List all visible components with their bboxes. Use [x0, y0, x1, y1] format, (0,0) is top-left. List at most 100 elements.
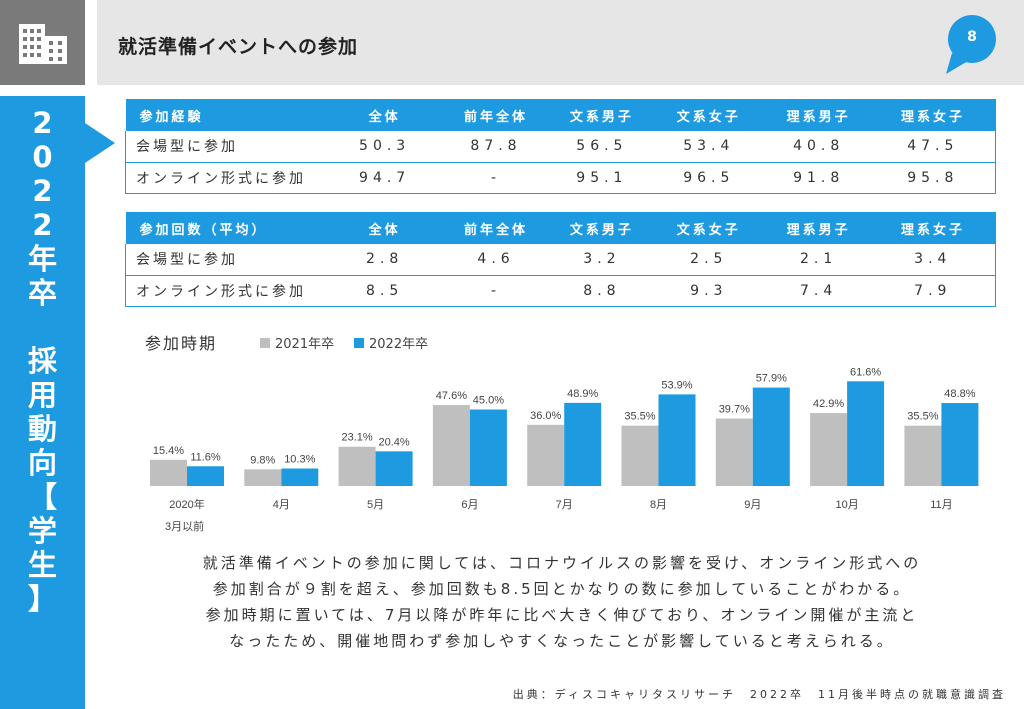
- data-label: 39.7%: [719, 404, 750, 416]
- tick-label: 8月: [650, 499, 667, 511]
- summary-line: なったため、開催地問わず参加しやすくなったことが影響していると考えられる。: [229, 632, 895, 650]
- data-label: 61.6%: [850, 366, 881, 378]
- table-header-cell: 文系男子: [552, 212, 652, 244]
- bar-2021: [715, 418, 753, 486]
- summary-line: 参加時期に置いては、7月以降が昨年に比べ大きく伸びており、オンライン開催が主流と: [205, 606, 919, 624]
- data-label: 47.6%: [436, 390, 467, 402]
- table-cell: 3.2: [552, 244, 651, 276]
- table-header-cell: 参加経験: [125, 99, 331, 131]
- bar-2021: [904, 425, 942, 486]
- participation-count-table: 参加回数（平均） 全体 前年全体 文系男子 文系女子 理系男子 理系女子 会場型…: [125, 212, 996, 307]
- table-cell: 会場型に参加: [125, 244, 331, 276]
- tick-label: 11月: [930, 499, 952, 511]
- data-label: 15.4%: [153, 445, 184, 457]
- table-header-cell: 全体: [330, 99, 440, 131]
- table-header-cell: 理系女子: [870, 99, 996, 131]
- data-label: 57.9%: [756, 373, 787, 385]
- data-label: 20.4%: [378, 436, 409, 448]
- table-cell: 95.8: [870, 162, 996, 194]
- bar-2022: [658, 394, 696, 486]
- sidebar-vertical-title: 2 0 2 2 年 卒 採 用 動 向 【 学 生 】: [27, 106, 57, 616]
- tick-label: 6月: [461, 499, 478, 511]
- table-cell: 95.1: [552, 162, 651, 194]
- legend-swatch: [354, 337, 364, 348]
- table-header-cell: 理系男子: [766, 212, 872, 244]
- bar-2021: [810, 413, 848, 486]
- data-label: 35.5%: [624, 411, 655, 423]
- tick-label: 4月: [273, 499, 290, 511]
- sidebar-pointer-arrow: [85, 123, 115, 163]
- participation-timing-chart: 15.4% 11.6% 2020年 3月以前 9.8% 10.3% 4月 23.1% 20.4%…: [150, 366, 979, 533]
- table-header-cell: 理系女子: [870, 212, 996, 244]
- bar-2022: [941, 403, 979, 486]
- tick-label: 5月: [367, 499, 384, 511]
- table-cell: 4.6: [439, 244, 553, 276]
- legend-label: 2021年卒: [275, 337, 335, 352]
- table-header-cell: 前年全体: [439, 212, 554, 244]
- table-row: オンライン形式に参加 8.5 - 8.8 9.3 7.4 7.9: [125, 275, 996, 307]
- chart-title: 参加時期: [145, 334, 218, 353]
- table-cell: 2.5: [650, 244, 767, 276]
- table-cell: 40.8: [766, 131, 871, 163]
- table-cell: 56.5: [552, 131, 651, 163]
- table-cell: 8.8: [552, 275, 651, 307]
- source-note: 出典：ディスコキャリタスリサーチ 2022卒 11月後半時点の就職意識調査: [512, 688, 1006, 701]
- header-bar: 就活準備イベントへの参加: [97, 0, 1024, 85]
- bar-2022: [281, 468, 319, 486]
- table-cell: 7.4: [766, 275, 871, 307]
- legend-item: 2022年卒: [354, 333, 428, 352]
- bar-2021: [432, 405, 470, 486]
- data-label: 10.3%: [284, 453, 315, 465]
- data-label: 36.0%: [530, 410, 561, 422]
- legend-label: 2022年卒: [369, 337, 429, 352]
- page-number: 8: [967, 29, 977, 45]
- summary-line: 参加割合が９割を超え、参加回数も8.5回とかなりの数に参加していることがわかる。: [212, 580, 912, 598]
- building-icon-box: [0, 0, 85, 85]
- left-sidebar: 2 0 2 2 年 卒 採 用 動 向 【 学 生 】: [0, 0, 85, 709]
- sidebar-blue-panel: [0, 96, 85, 709]
- data-label: 9.8%: [250, 454, 275, 466]
- bar-2022: [564, 402, 602, 486]
- page-number-badge: 8: [946, 15, 998, 74]
- table-cell: 3.4: [870, 244, 996, 276]
- speech-bubble-icon: [946, 15, 996, 74]
- building-icon: [18, 23, 67, 64]
- participation-experience-table: 参加経験 全体 前年全体 文系男子 文系女子 理系男子 理系女子 会場型に参加 …: [125, 99, 996, 194]
- table-cell: 87.8: [439, 131, 553, 163]
- data-label: 42.9%: [813, 398, 844, 410]
- tick-label: 2020年: [169, 497, 204, 511]
- summary-line: 就活準備イベントの参加に関しては、コロナウイルスの影響を受け、オンライン形式への: [202, 554, 922, 572]
- page-title: 就活準備イベントへの参加: [118, 36, 359, 58]
- table-cell: 50.3: [330, 131, 440, 163]
- table-cell: 47.5: [870, 131, 996, 163]
- table-cell: 7.9: [870, 275, 996, 307]
- bar-2021: [150, 459, 187, 486]
- table-header-cell: 参加回数（平均）: [125, 212, 331, 244]
- summary-paragraph: 就活準備イベントの参加に関しては、コロナウイルスの影響を受け、オンライン形式への…: [100, 550, 1024, 654]
- table-row: 会場型に参加 50.3 87.8 56.5 53.4 40.8 47.5: [125, 131, 996, 163]
- table-cell: 会場型に参加: [125, 131, 331, 163]
- table-cell: 9.3: [650, 275, 767, 307]
- bar-2022: [375, 451, 413, 486]
- tick-label: 10月: [835, 499, 858, 511]
- table-header-cell: 文系男子: [552, 99, 652, 131]
- table-cell: 8.5: [330, 275, 440, 307]
- bar-2022: [847, 381, 885, 486]
- legend-swatch: [260, 337, 270, 348]
- table-cell: -: [439, 162, 553, 194]
- table-header-cell: 文系女子: [650, 99, 768, 131]
- table-cell: 96.5: [650, 162, 767, 194]
- data-label: 35.5%: [907, 411, 938, 423]
- table-cell: 2.1: [766, 244, 871, 276]
- table-cell: オンライン形式に参加: [125, 275, 331, 307]
- table-cell: オンライン形式に参加: [125, 162, 331, 194]
- data-label: 48.8%: [944, 388, 975, 400]
- bar-2022: [469, 409, 507, 486]
- table-cell: -: [439, 275, 553, 307]
- table-header-cell: 理系男子: [766, 99, 872, 131]
- table-header-row: 参加回数（平均） 全体 前年全体 文系男子 文系女子 理系男子 理系女子: [125, 212, 996, 244]
- bar-2021: [621, 425, 659, 486]
- data-label: 45.0%: [473, 395, 504, 407]
- tick-label: 7月: [556, 499, 573, 511]
- table-row: オンライン形式に参加 94.7 - 95.1 96.5 91.8 95.8: [125, 162, 996, 194]
